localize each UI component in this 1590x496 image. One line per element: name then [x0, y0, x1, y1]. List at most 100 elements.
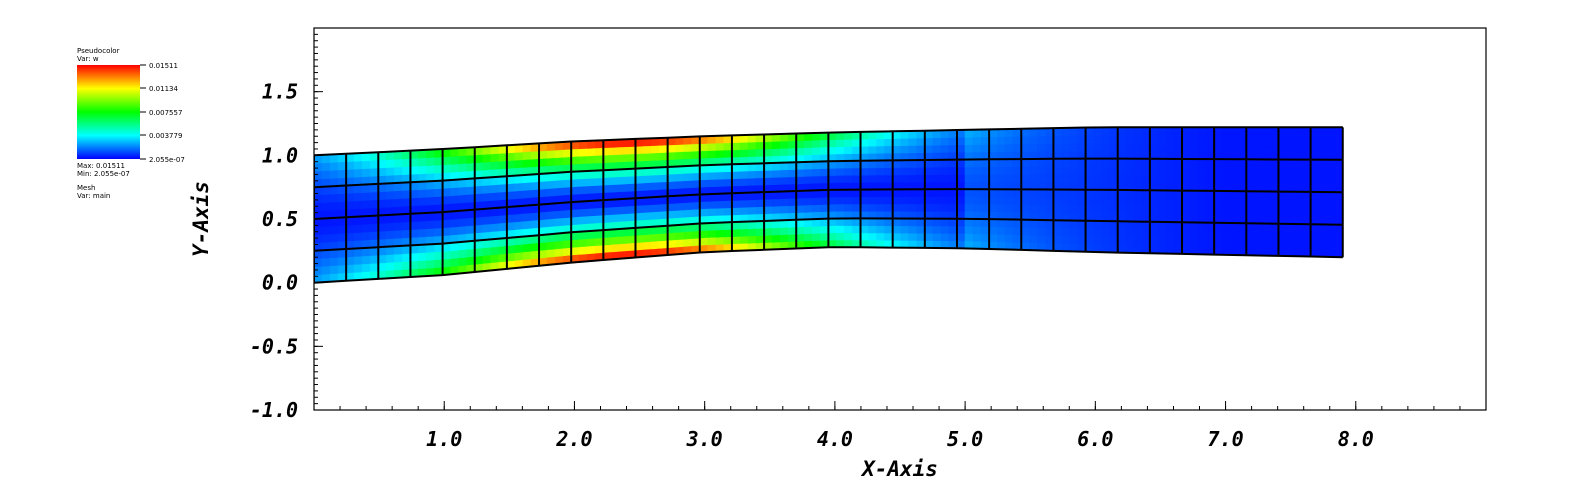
mesh-cell-fill	[1173, 182, 1183, 191]
mesh-cell-fill	[892, 239, 902, 249]
mesh-cell-fill	[731, 235, 741, 245]
mesh-cell-fill	[1262, 183, 1271, 192]
mesh-cell-fill	[402, 158, 411, 168]
mesh-cell-fill	[434, 164, 443, 174]
mesh-cell-fill	[1012, 143, 1022, 152]
mesh-cell-fill	[1262, 247, 1271, 257]
mesh-cell-fill	[691, 150, 701, 159]
mesh-cell-fill	[844, 239, 853, 248]
mesh-cell-fill	[1125, 166, 1135, 175]
mesh-cell-fill	[787, 233, 797, 242]
mesh-cell-fill	[1085, 173, 1094, 183]
mesh-cell-fill	[667, 144, 677, 153]
mesh-cell-fill	[1037, 234, 1046, 244]
mesh-cell-fill	[1004, 203, 1014, 213]
mesh-cell-fill	[522, 158, 532, 168]
mesh-cell-fill	[562, 239, 572, 249]
mesh-cell-fill	[578, 208, 588, 217]
mesh-cell-fill	[377, 230, 387, 240]
mesh-cell-fill	[1085, 127, 1094, 136]
mesh-cell-fill	[996, 128, 1006, 138]
mesh-cell-fill	[852, 189, 861, 198]
mesh-cell-fill	[1270, 167, 1279, 176]
mesh-cell-fill	[466, 217, 476, 227]
mesh-cell-fill	[667, 210, 677, 219]
mesh-cell-fill	[402, 189, 411, 199]
mesh-cell-fill	[1205, 135, 1215, 144]
mesh-cell-fill	[1205, 230, 1215, 239]
mesh-cell-fill	[1117, 181, 1127, 191]
mesh-cell-fill	[964, 188, 974, 197]
mesh-cell-fill	[586, 237, 596, 247]
mesh-cell-fill	[747, 148, 757, 157]
mesh-cell-fill	[1334, 135, 1344, 144]
mesh-cell-fill	[1077, 212, 1086, 222]
mesh-cell-fill	[1302, 191, 1311, 201]
mesh-cell-fill	[385, 253, 395, 263]
mesh-cell-fill	[361, 231, 371, 241]
mesh-cell-fill	[1334, 127, 1344, 136]
mesh-cell-fill	[916, 232, 926, 241]
mesh-cell-fill	[1053, 219, 1062, 229]
mesh-cell-fill	[1302, 151, 1311, 160]
mesh-cell-fill	[594, 154, 604, 164]
mesh-cell-fill	[474, 161, 484, 171]
mesh-cell-fill	[828, 210, 837, 219]
mesh-cell-fill	[739, 206, 749, 215]
mesh-cell-fill	[787, 176, 797, 185]
mesh-cell-fill	[562, 186, 572, 196]
mesh-cell-fill	[1310, 127, 1319, 136]
mesh-cell-fill	[578, 238, 588, 248]
mesh-cell-fill	[1045, 135, 1054, 144]
mesh-cell-fill	[900, 218, 910, 227]
mesh-cell-fill	[410, 165, 419, 175]
mesh-cell-fill	[932, 240, 942, 249]
mesh-cell-fill	[884, 145, 894, 154]
mesh-cell-fill	[779, 176, 789, 185]
mesh-cell-fill	[643, 241, 652, 250]
mesh-cell-fill	[522, 243, 532, 253]
mesh-cell-fill	[916, 174, 926, 183]
mesh-cell-fill	[1246, 222, 1255, 232]
mesh-cell-fill	[385, 190, 395, 200]
mesh-cell-fill	[683, 230, 693, 240]
mesh-cell-fill	[795, 233, 805, 242]
mesh-cell-fill	[884, 232, 894, 241]
mesh-cell-fill	[852, 232, 861, 241]
mesh-cell-fill	[554, 209, 564, 219]
mesh-cell-fill	[1109, 189, 1118, 199]
mesh-cell-fill	[1310, 151, 1319, 161]
mesh-cell-fill	[860, 218, 869, 227]
mesh-cell-fill	[1238, 135, 1247, 144]
mesh-cell-fill	[1093, 142, 1102, 151]
mesh-cell-fill	[530, 158, 540, 168]
mesh-cell-fill	[715, 207, 725, 216]
mesh-cell-fill	[1294, 231, 1303, 241]
mesh-cell-fill	[1254, 207, 1263, 216]
mesh-cell-fill	[1205, 222, 1215, 232]
mesh-cell-fill	[1004, 136, 1014, 145]
mesh-cell-fill	[795, 147, 805, 156]
mesh-cell-fill	[996, 188, 1006, 198]
x-tick-label: 2.0	[555, 427, 592, 451]
mesh-cell-fill	[1093, 173, 1102, 183]
mesh-cell-fill	[1157, 237, 1167, 247]
mesh-cell-fill	[1326, 224, 1335, 234]
mesh-cell-fill	[940, 144, 950, 153]
mesh-cell-fill	[964, 159, 974, 168]
mesh-cell-fill	[972, 225, 982, 235]
mesh-cell-fill	[402, 221, 411, 231]
mesh-cell-fill	[1278, 239, 1287, 249]
mesh-cell-fill	[836, 153, 845, 162]
mesh-cell-fill	[667, 180, 677, 190]
mesh-cell-fill	[844, 225, 853, 234]
mesh-cell-fill	[570, 155, 580, 165]
mesh-cell-fill	[562, 209, 572, 219]
mesh-cell-fill	[314, 170, 323, 180]
mesh-cell-fill	[924, 211, 934, 219]
mesh-cell-fill	[980, 166, 990, 175]
mesh-cell-fill	[707, 178, 717, 188]
mesh-cell-fill	[1270, 207, 1279, 217]
mesh-cell-fill	[964, 196, 974, 205]
mesh-cell-fill	[731, 178, 741, 187]
